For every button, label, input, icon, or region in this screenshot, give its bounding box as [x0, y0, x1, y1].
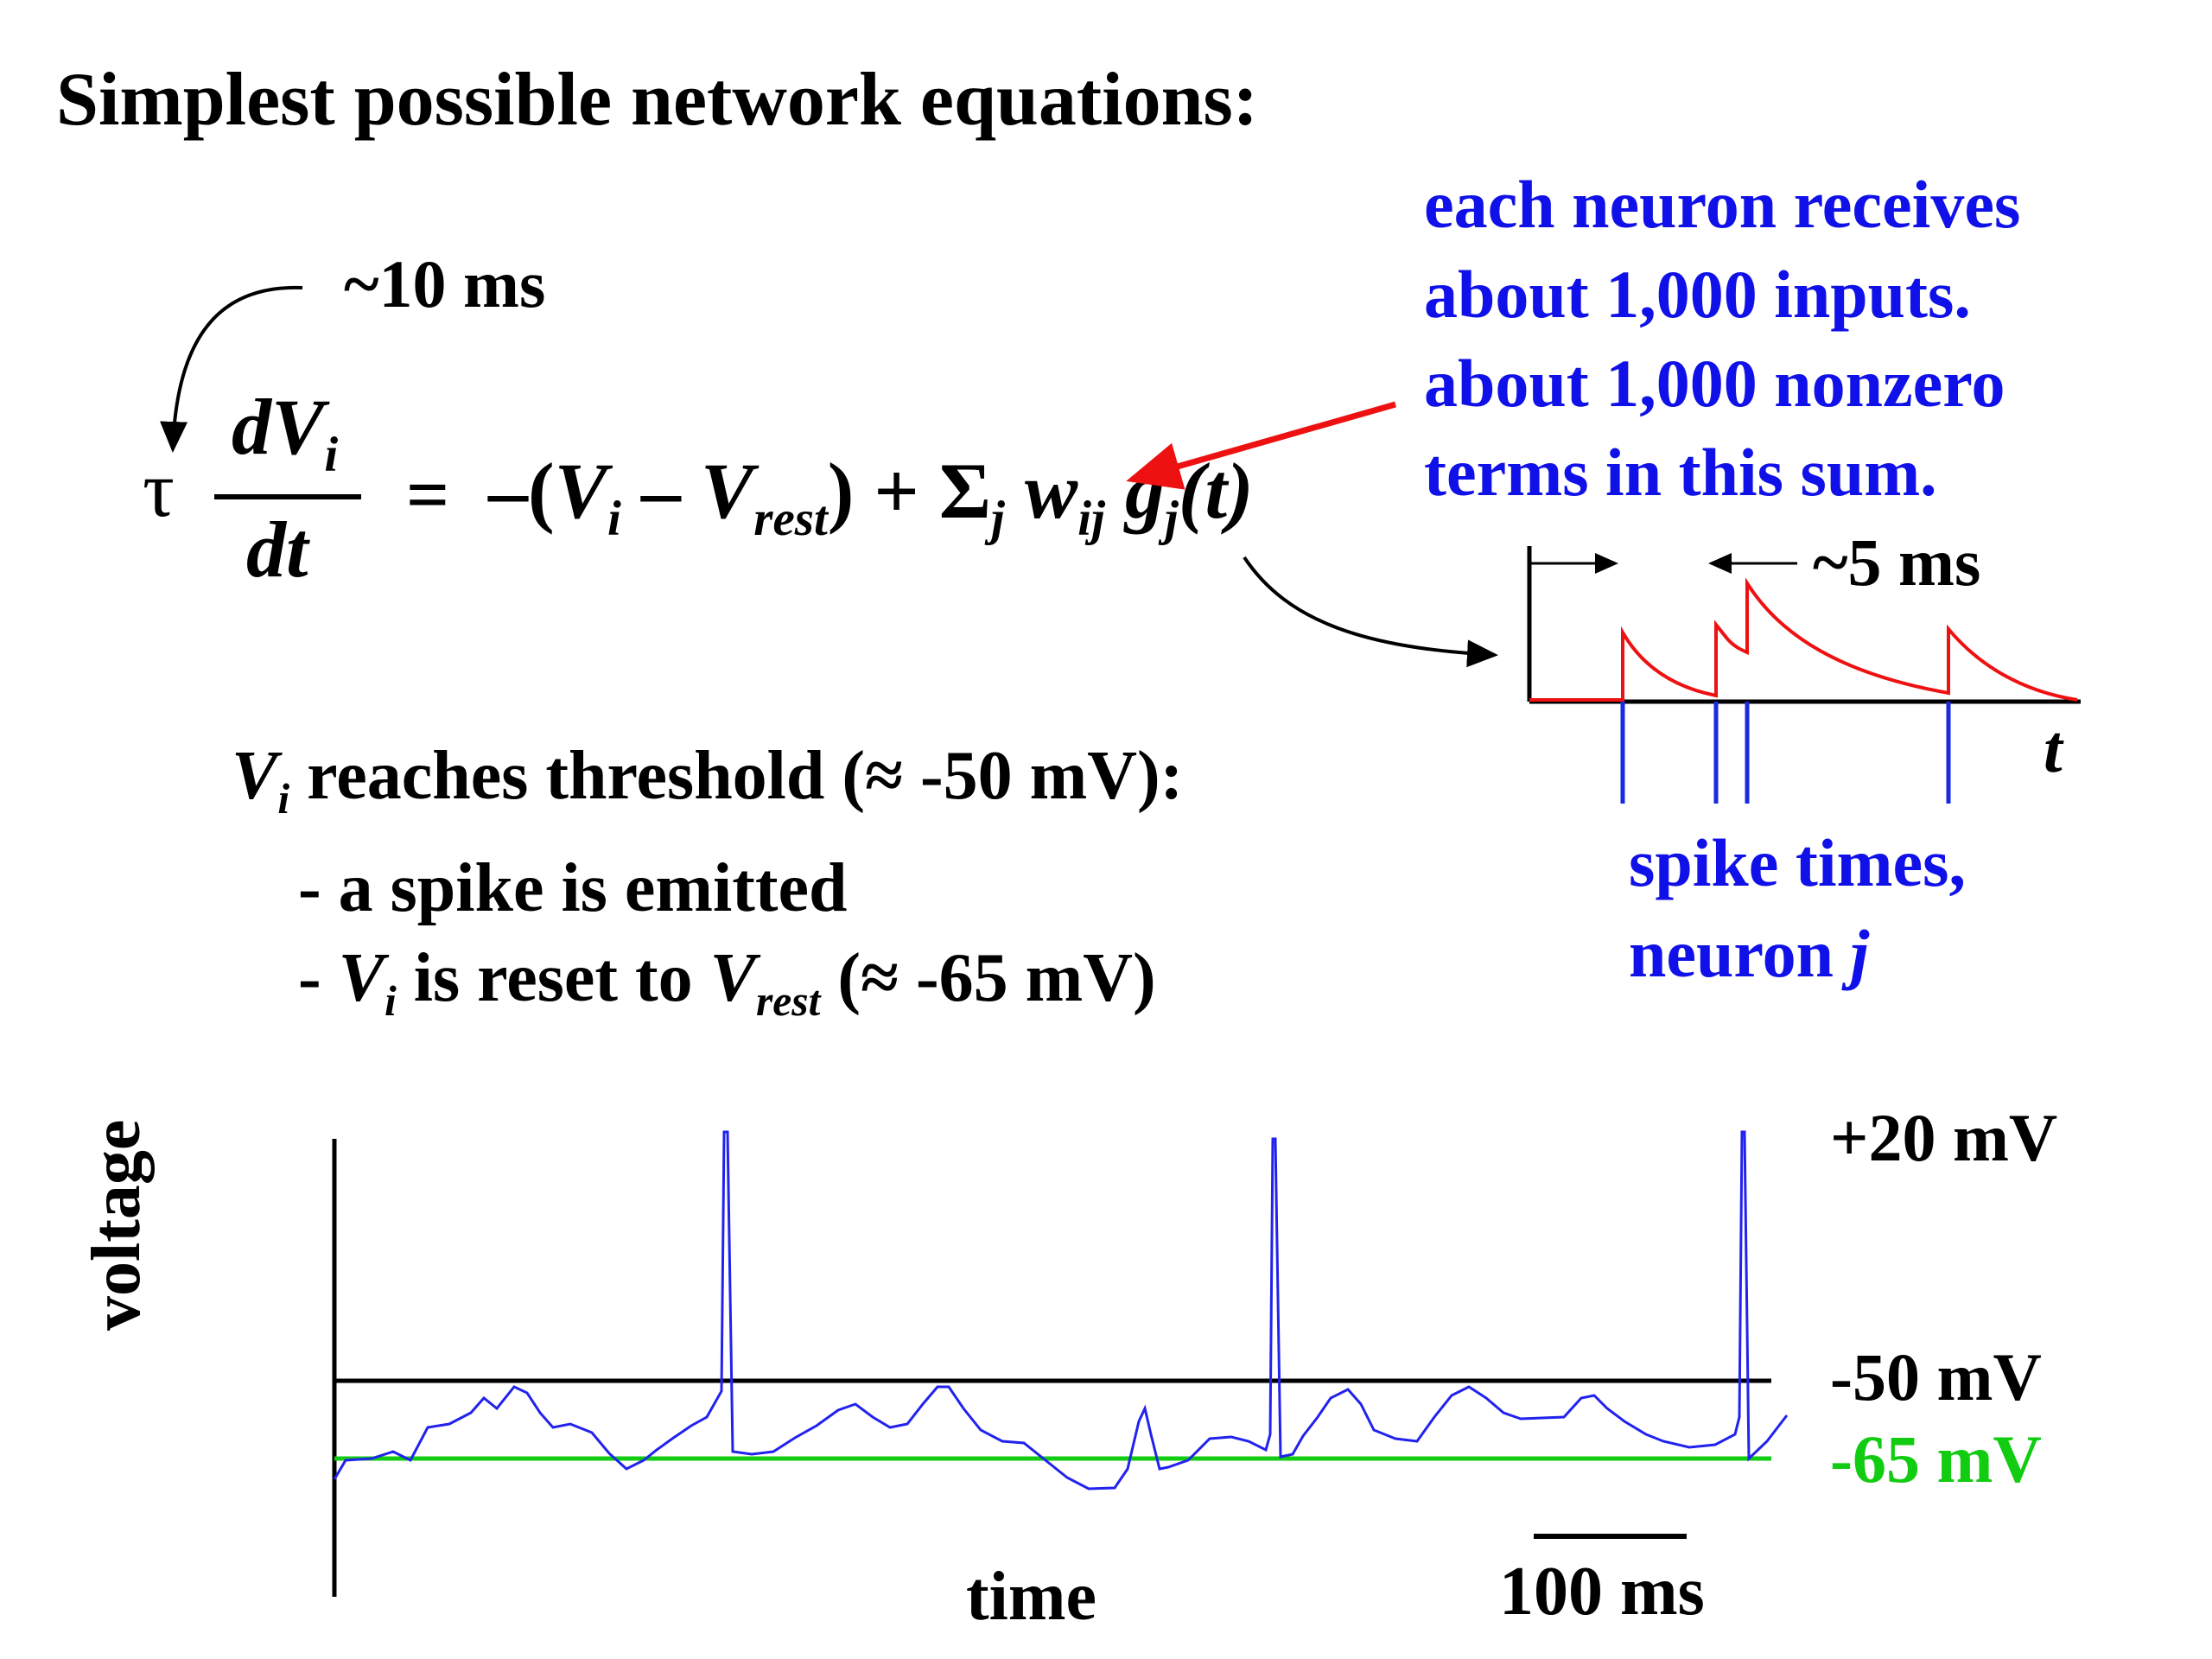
bullet-spike-emitted: - a spike is emitted [298, 850, 848, 926]
t-axis-label: t [2044, 711, 2063, 786]
threshold-heading: Vi reaches threshold (≈ -50 mV): [232, 738, 1184, 823]
tau-symbol: τ [143, 445, 175, 533]
equals-sign: = [406, 454, 450, 537]
note-line-3: about 1,000 nonzero [1424, 346, 2005, 421]
conductance-trace [1529, 577, 2078, 702]
note-line-2: about 1,000 inputs. [1424, 257, 1971, 332]
spike-markers [1620, 702, 1951, 804]
derivative-numerator: dVi [232, 383, 339, 482]
membrane-voltage-trace [333, 1130, 1789, 1491]
bullet-reset: - Vi is reset to Vrest (≈ -65 mV) [298, 940, 1156, 1026]
decay-time-label: ~5 ms [1813, 524, 1981, 600]
spike-times-label-2: neuron j [1629, 916, 1870, 991]
g-to-panel-arrow [1243, 556, 1498, 668]
tau-arrow [160, 285, 303, 453]
equation-rhs: –(Vi – Vrest) + Σj wij gj(t) [488, 447, 1254, 546]
slide-title: Simplest possible network equations: [56, 58, 1259, 142]
tau-annotation: ~10 ms [344, 246, 546, 321]
note-line-1: each neuron receives [1424, 167, 2021, 242]
derivative-denominator: dt [246, 505, 308, 594]
red-pointer-arrow [1126, 401, 1396, 490]
x-axis-label: time [966, 1559, 1097, 1635]
level-rest-label: -65 mV [1830, 1421, 2042, 1497]
level-threshold-label: -50 mV [1830, 1339, 2042, 1414]
note-line-4: terms in this sum. [1424, 435, 1937, 510]
scale-bar-label: 100 ms [1499, 1554, 1705, 1630]
spike-times-label-1: spike times, [1629, 825, 1966, 900]
level-plus20-label: +20 mV [1830, 1100, 2058, 1175]
